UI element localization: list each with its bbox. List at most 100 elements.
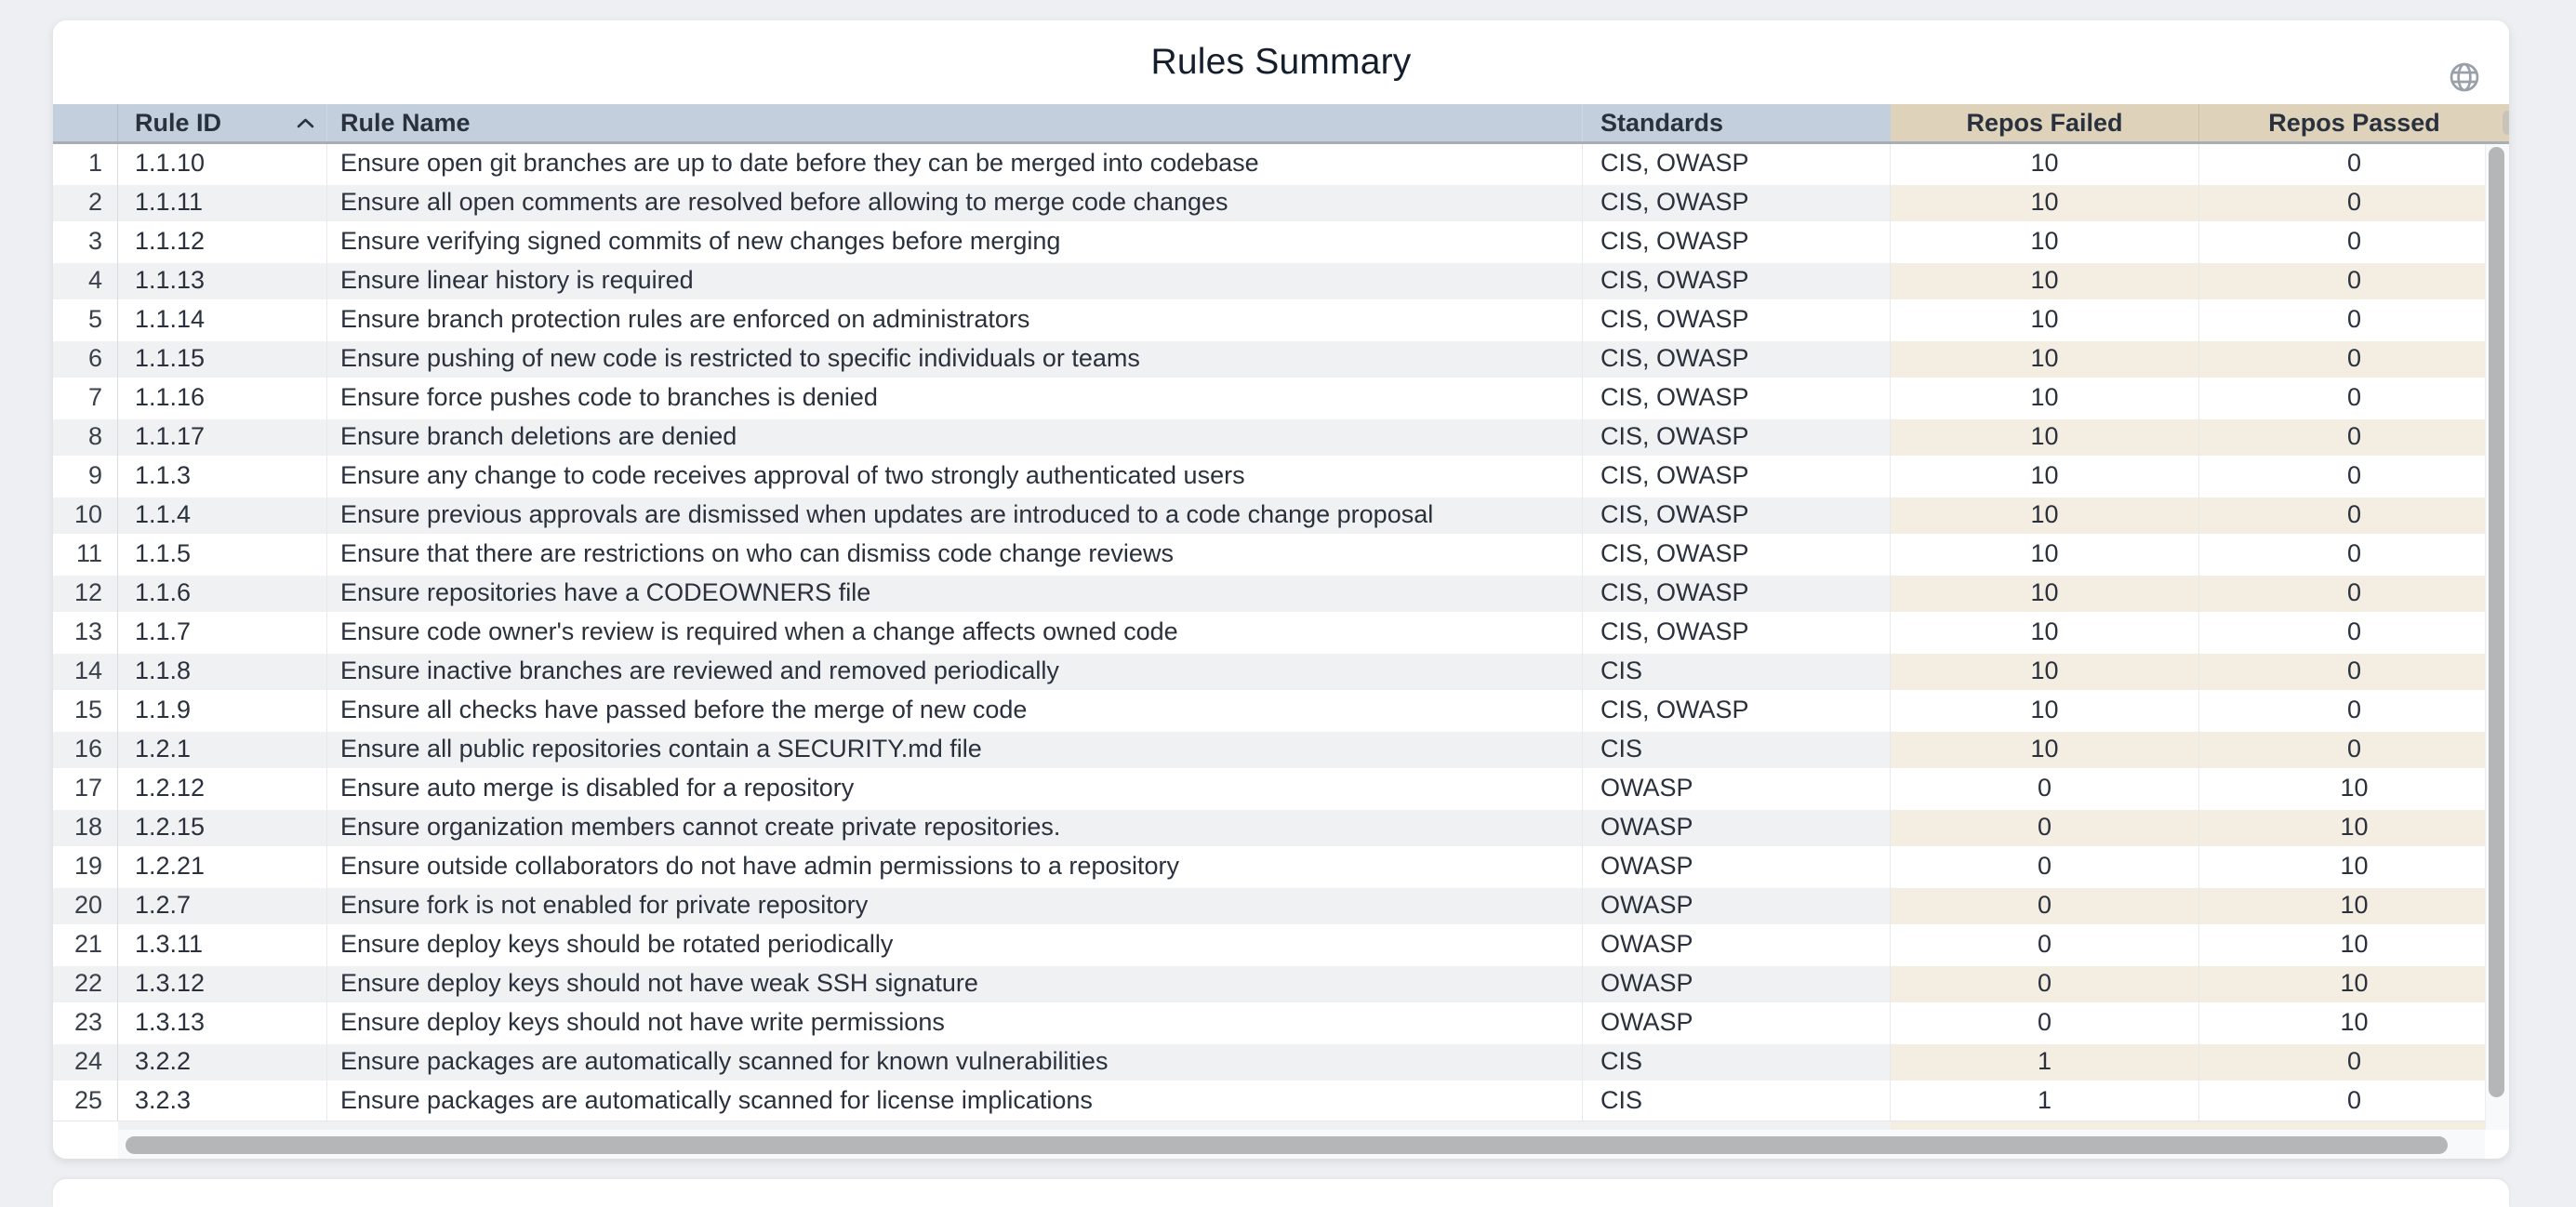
- cell-passed: 0: [2199, 183, 2509, 222]
- header-standards-label: Standards: [1600, 108, 1724, 137]
- cell-rule_name: Ensure previous approvals are dismissed …: [327, 496, 1583, 535]
- horizontal-scrollbar-thumb[interactable]: [126, 1136, 2448, 1154]
- table-row[interactable]: 17 1.2.12 Ensure auto merge is disabled fo…: [53, 769, 2509, 808]
- cell-failed: 0: [1891, 847, 2199, 886]
- cell-passed: 0: [2199, 339, 2509, 378]
- cell-num: 8: [53, 418, 118, 457]
- cell-standards: CIS: [1583, 1081, 1891, 1121]
- cell-num: 7: [53, 378, 118, 418]
- table-row[interactable]: 2 1.1.11 Ensure all open comments are reso…: [53, 183, 2509, 222]
- cell-passed: 0: [2199, 261, 2509, 300]
- cell-passed: 0: [2199, 535, 2509, 574]
- cell-passed: 0: [2199, 691, 2509, 730]
- cell-failed: 0: [1891, 769, 2199, 808]
- cell-standards: CIS, OWASP: [1583, 261, 1891, 300]
- table-row[interactable]: 23 1.3.13 Ensure deploy keys should not ha…: [53, 1003, 2509, 1042]
- cell-failed: 10: [1891, 496, 2199, 535]
- globe-button[interactable]: [2449, 62, 2480, 94]
- cell-rule_name: Ensure linear history is required: [327, 261, 1583, 300]
- sort-ascending-icon[interactable]: [297, 118, 314, 128]
- cell-passed: 0: [2199, 613, 2509, 652]
- cell-passed: 0: [2199, 378, 2509, 418]
- table-row[interactable]: 11 1.1.5 Ensure that there are restriction…: [53, 535, 2509, 574]
- table-row[interactable]: 13 1.1.7 Ensure code owner's review is req…: [53, 613, 2509, 652]
- cell-passed: 0: [2199, 1081, 2509, 1121]
- table-row[interactable]: 24 3.2.2 Ensure packages are automatically…: [53, 1042, 2509, 1081]
- cell-rule_name: Ensure packages are automatically scanne…: [327, 1081, 1583, 1121]
- header-rule-id[interactable]: Rule ID: [118, 104, 327, 141]
- table-row[interactable]: 19 1.2.21 Ensure outside collaborators do …: [53, 847, 2509, 886]
- cell-num: 4: [53, 261, 118, 300]
- cell-passed: 10: [2199, 886, 2509, 925]
- header-rule-name[interactable]: Rule Name: [327, 104, 1583, 141]
- cell-standards: OWASP: [1583, 964, 1891, 1003]
- header-standards[interactable]: Standards: [1583, 104, 1891, 141]
- cell-failed: 10: [1891, 457, 2199, 496]
- cell-failed: 10: [1891, 652, 2199, 691]
- table-row[interactable]: 6 1.1.15 Ensure pushing of new code is res…: [53, 339, 2509, 378]
- header-repos-failed[interactable]: Repos Failed: [1891, 104, 2199, 141]
- cell-failed: 10: [1891, 222, 2199, 261]
- cell-rule_id: 1.1.17: [118, 418, 327, 457]
- table-row[interactable]: 7 1.1.16 Ensure force pushes code to branc…: [53, 378, 2509, 418]
- header-scroll-indicator: [2503, 111, 2509, 135]
- cell-standards: CIS: [1583, 730, 1891, 769]
- cell-rule_id: 3.2.2: [118, 1042, 327, 1081]
- table-row[interactable]: 1 1.1.10 Ensure open git branches are up t…: [53, 144, 2509, 183]
- table-row[interactable]: 3 1.1.12 Ensure verifying signed commits o…: [53, 222, 2509, 261]
- cell-standards: CIS, OWASP: [1583, 535, 1891, 574]
- cell-standards: OWASP: [1583, 769, 1891, 808]
- cell-rule_name: Ensure organization members cannot creat…: [327, 808, 1583, 847]
- cell-failed: 10: [1891, 574, 2199, 613]
- table-row-partial: [53, 1121, 2509, 1131]
- cell-rule_name: Ensure that there are restrictions on wh…: [327, 535, 1583, 574]
- table-row[interactable]: 15 1.1.9 Ensure all checks have passed bef…: [53, 691, 2509, 730]
- cell-rule_name: Ensure any change to code receives appro…: [327, 457, 1583, 496]
- cell-failed: 10: [1891, 339, 2199, 378]
- cell-failed: 10: [1891, 261, 2199, 300]
- page-title: Rules Summary: [1150, 42, 1412, 82]
- table-row[interactable]: 14 1.1.8 Ensure inactive branches are revi…: [53, 652, 2509, 691]
- table-row[interactable]: 16 1.2.1 Ensure all public repositories co…: [53, 730, 2509, 769]
- cell-rule_id: 1.2.21: [118, 847, 327, 886]
- vertical-scrollbar-track[interactable]: [2485, 144, 2509, 1130]
- cell-rule_id: 1.2.1: [118, 730, 327, 769]
- cell-passed: 10: [2199, 847, 2509, 886]
- vertical-scrollbar-thumb[interactable]: [2489, 147, 2504, 1097]
- table-row[interactable]: 20 1.2.7 Ensure fork is not enabled for pr…: [53, 886, 2509, 925]
- table-header-row: Rule ID Rule Name Standards Repos Failed…: [53, 104, 2509, 144]
- cell-rule_id: 3.2.3: [118, 1081, 327, 1121]
- cell-rule_id: 1.1.15: [118, 339, 327, 378]
- table-row[interactable]: 5 1.1.14 Ensure branch protection rules ar…: [53, 300, 2509, 339]
- table-row[interactable]: 9 1.1.3 Ensure any change to code receives…: [53, 457, 2509, 496]
- table-row[interactable]: 22 1.3.12 Ensure deploy keys should not ha…: [53, 964, 2509, 1003]
- cell-rule_name: Ensure all open comments are resolved be…: [327, 183, 1583, 222]
- horizontal-scrollbar-track[interactable]: [53, 1130, 2509, 1159]
- cell-num: 1: [53, 144, 118, 183]
- cell-standards: OWASP: [1583, 808, 1891, 847]
- table-body: 1 1.1.10 Ensure open git branches are up t…: [53, 144, 2509, 1121]
- cell-rule_id: 1.1.13: [118, 261, 327, 300]
- table-row[interactable]: 10 1.1.4 Ensure previous approvals are dis…: [53, 496, 2509, 535]
- table-row[interactable]: 18 1.2.15 Ensure organization members cann…: [53, 808, 2509, 847]
- cell-failed: 10: [1891, 691, 2199, 730]
- cell-failed: 10: [1891, 535, 2199, 574]
- header-repos-passed[interactable]: Repos Passed: [2199, 104, 2509, 141]
- cell-num: 20: [53, 886, 118, 925]
- cell-failed: 10: [1891, 300, 2199, 339]
- table-row[interactable]: 25 3.2.3 Ensure packages are automatically…: [53, 1081, 2509, 1121]
- cell-rule_id: 1.2.7: [118, 886, 327, 925]
- table-row[interactable]: 8 1.1.17 Ensure branch deletions are denie…: [53, 418, 2509, 457]
- cell-standards: CIS: [1583, 652, 1891, 691]
- cell-num: 17: [53, 769, 118, 808]
- cell-rule_name: Ensure fork is not enabled for private r…: [327, 886, 1583, 925]
- cell-standards: CIS, OWASP: [1583, 613, 1891, 652]
- table-row[interactable]: 21 1.3.11 Ensure deploy keys should be rot…: [53, 925, 2509, 964]
- cell-standards: OWASP: [1583, 925, 1891, 964]
- table-row[interactable]: 12 1.1.6 Ensure repositories have a CODEOW…: [53, 574, 2509, 613]
- cell-standards: CIS, OWASP: [1583, 300, 1891, 339]
- table-row[interactable]: 4 1.1.13 Ensure linear history is required…: [53, 261, 2509, 300]
- cell-num: 15: [53, 691, 118, 730]
- cell-rule_id: 1.1.10: [118, 144, 327, 183]
- cell-num: 11: [53, 535, 118, 574]
